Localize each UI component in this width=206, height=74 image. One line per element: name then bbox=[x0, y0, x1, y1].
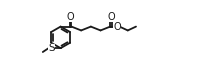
Text: S: S bbox=[48, 43, 55, 53]
Text: O: O bbox=[107, 12, 115, 22]
Text: O: O bbox=[113, 22, 121, 32]
Text: O: O bbox=[67, 12, 75, 22]
